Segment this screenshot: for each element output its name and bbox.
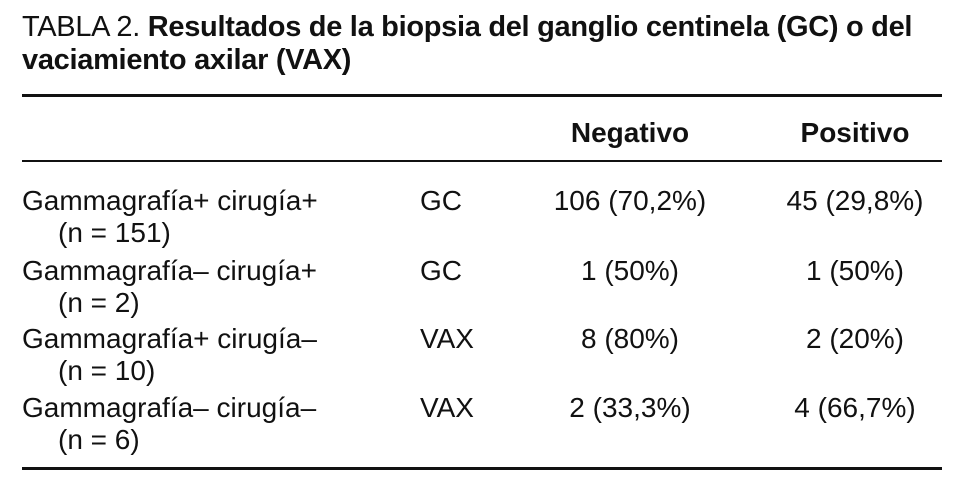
row-label: Gammagrafía+ cirugía– (22, 323, 317, 354)
row-positive-value: 2 (20%) (805, 323, 905, 354)
row-positive-value: 45 (29,8%) (786, 185, 924, 216)
row-count: (n = 10) (58, 355, 156, 386)
row-description: Gammagrafía– cirugía+ (n = 2) (22, 255, 402, 319)
row-procedure: VAX (420, 392, 474, 423)
table-row: Gammagrafía+ cirugía+ (n = 151) GC 106 (… (0, 185, 955, 255)
row-label: Gammagrafía– cirugía– (22, 392, 317, 423)
row-procedure: VAX (420, 323, 474, 354)
table-row: Gammagrafía– cirugía– (n = 6) VAX 2 (33,… (0, 392, 955, 462)
row-negative-value: 1 (50%) (580, 255, 680, 286)
row-negative-value: 106 (70,2%) (553, 185, 707, 216)
row-positive-value: 4 (66,7%) (794, 392, 916, 423)
row-description: Gammagrafía+ cirugía– (n = 10) (22, 323, 402, 387)
table-row: Gammagrafía+ cirugía– (n = 10) VAX 8 (80… (0, 323, 955, 393)
column-header-positive: Positivo (800, 117, 910, 148)
table-number: TABLA 2. (22, 11, 140, 43)
row-description: Gammagrafía+ cirugía+ (n = 151) (22, 185, 402, 249)
row-description: Gammagrafía– cirugía– (n = 6) (22, 392, 402, 456)
table-row: Gammagrafía– cirugía+ (n = 2) GC 1 (50%)… (0, 255, 955, 325)
bottom-rule (22, 467, 942, 470)
row-procedure: GC (420, 255, 462, 286)
column-header-negative: Negativo (570, 117, 690, 148)
row-count: (n = 2) (58, 287, 140, 318)
table-title: Resultados de la biopsia del ganglio cen… (22, 11, 913, 76)
row-label: Gammagrafía+ cirugía+ (22, 185, 318, 216)
top-rule (22, 94, 942, 97)
row-procedure: GC (420, 185, 462, 216)
row-count: (n = 151) (58, 217, 171, 248)
row-label: Gammagrafía– cirugía+ (22, 255, 317, 286)
table-caption: TABLA 2. Resultados de la biopsia del ga… (22, 11, 942, 77)
row-positive-value: 1 (50%) (805, 255, 905, 286)
row-count: (n = 6) (58, 424, 140, 455)
header-rule (22, 160, 942, 162)
row-negative-value: 8 (80%) (580, 323, 680, 354)
row-negative-value: 2 (33,3%) (569, 392, 691, 423)
